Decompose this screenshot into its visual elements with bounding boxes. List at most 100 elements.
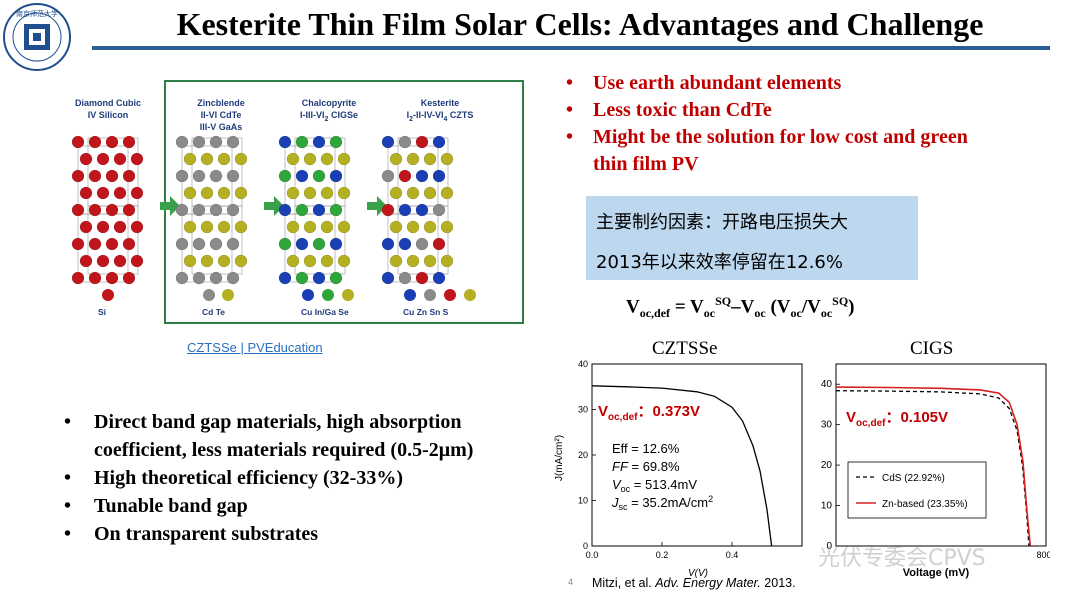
watermark: 光伏专委会CPVS <box>818 546 986 571</box>
atom <box>209 135 223 149</box>
crystal-lattice <box>175 135 248 285</box>
atom <box>209 203 223 217</box>
atom <box>130 254 144 268</box>
y-tick-label: 0 <box>826 541 832 552</box>
x-tick-label: 0.0 <box>586 550 599 560</box>
pveducation-link[interactable]: CZTSSe | PVEducation <box>187 340 323 355</box>
atom <box>130 186 144 200</box>
atom <box>200 220 214 234</box>
structure-name: Zincblende <box>197 98 245 108</box>
eq-sub: oc <box>703 306 716 321</box>
atom <box>130 220 144 234</box>
formula-part: I <box>406 110 410 120</box>
jv-curve-cds <box>835 390 1030 547</box>
atom <box>175 135 189 149</box>
atom <box>278 237 292 251</box>
atom <box>192 237 206 251</box>
y-tick-label: 40 <box>578 359 588 369</box>
formula-sub: 4 <box>443 115 448 123</box>
legend-si: Si <box>98 307 107 317</box>
atom <box>329 169 343 183</box>
stat-ff: FF = 69.8% <box>612 459 680 474</box>
atom <box>105 169 119 183</box>
atom <box>183 254 197 268</box>
structure-label-kesterite: Kesterite I2-II-IV-VI4 CZTS <box>392 97 488 126</box>
atom <box>192 271 206 285</box>
x-axis-label: V(V) <box>688 568 708 579</box>
eq-part: –V <box>731 296 755 318</box>
crystal-lattice <box>71 135 144 285</box>
slide-title: Kesterite Thin Film Solar Cells: Advanta… <box>176 6 984 42</box>
atom <box>329 237 343 251</box>
title-underline <box>92 46 1050 50</box>
atom <box>295 271 309 285</box>
atom <box>122 203 136 217</box>
y-tick-label: 10 <box>821 501 833 512</box>
feature-item: On transparent substrates <box>62 520 532 548</box>
atom <box>122 237 136 251</box>
atom <box>209 271 223 285</box>
atom <box>226 271 240 285</box>
atom <box>183 186 197 200</box>
atom <box>415 237 429 251</box>
atom <box>96 152 110 166</box>
atom <box>406 220 420 234</box>
y-tick-label: 10 <box>578 496 588 506</box>
formula-part: CZTS <box>447 110 474 120</box>
advantage-item: Use earth abundant elements <box>566 70 986 97</box>
structure-formula: II-VI CdTe <box>200 110 242 120</box>
atom <box>406 186 420 200</box>
chart-title-cigs: CIGS <box>910 338 954 359</box>
advantage-item: Less toxic than CdTe <box>566 97 986 124</box>
y-tick-label: 30 <box>821 420 833 431</box>
atom <box>113 254 127 268</box>
atom <box>226 203 240 217</box>
legend-zincblende: Cd Te <box>202 307 225 317</box>
eq-sub: oc,def <box>639 306 671 321</box>
atom <box>440 186 454 200</box>
atom <box>79 254 93 268</box>
atom <box>234 254 248 268</box>
atom <box>217 220 231 234</box>
university-logo: 南京师范大学 <box>3 3 71 71</box>
atom <box>200 152 214 166</box>
atom <box>381 135 395 149</box>
atom <box>122 169 136 183</box>
atom <box>209 237 223 251</box>
atom-zn-icon <box>424 289 436 301</box>
atom <box>381 203 395 217</box>
eq-part: (V <box>765 296 791 318</box>
atom <box>278 203 292 217</box>
atom <box>105 237 119 251</box>
atom <box>337 254 351 268</box>
atom <box>381 271 395 285</box>
atom <box>88 135 102 149</box>
atom <box>96 254 110 268</box>
atom-te-icon <box>222 289 234 301</box>
atom <box>88 237 102 251</box>
atom <box>113 152 127 166</box>
atom <box>278 135 292 149</box>
legend-chalcopyrite: Cu In/Ga Se <box>301 307 349 317</box>
y-tick-label: 40 <box>821 379 833 390</box>
atom-cu-icon <box>302 289 314 301</box>
x-tick-label: 800 <box>1036 550 1050 560</box>
atom <box>105 271 119 285</box>
atom <box>234 186 248 200</box>
atom <box>71 169 85 183</box>
feature-item: High theoretical efficiency (32-33%) <box>62 464 532 492</box>
y-tick-label: 30 <box>578 405 588 415</box>
atom <box>320 254 334 268</box>
atom <box>217 152 231 166</box>
eq-part: ) <box>848 296 855 318</box>
advantage-item: Might be the solution for low cost and g… <box>566 124 986 178</box>
citation-journal: Adv. Energy Mater. <box>655 576 761 590</box>
atom <box>175 237 189 251</box>
atom <box>303 152 317 166</box>
atom <box>415 169 429 183</box>
atom <box>226 135 240 149</box>
eq-part: /V <box>801 296 821 318</box>
stat-jsc: Jsc = 35.2mA/cm2 <box>611 494 713 512</box>
atom <box>71 203 85 217</box>
atom <box>320 186 334 200</box>
